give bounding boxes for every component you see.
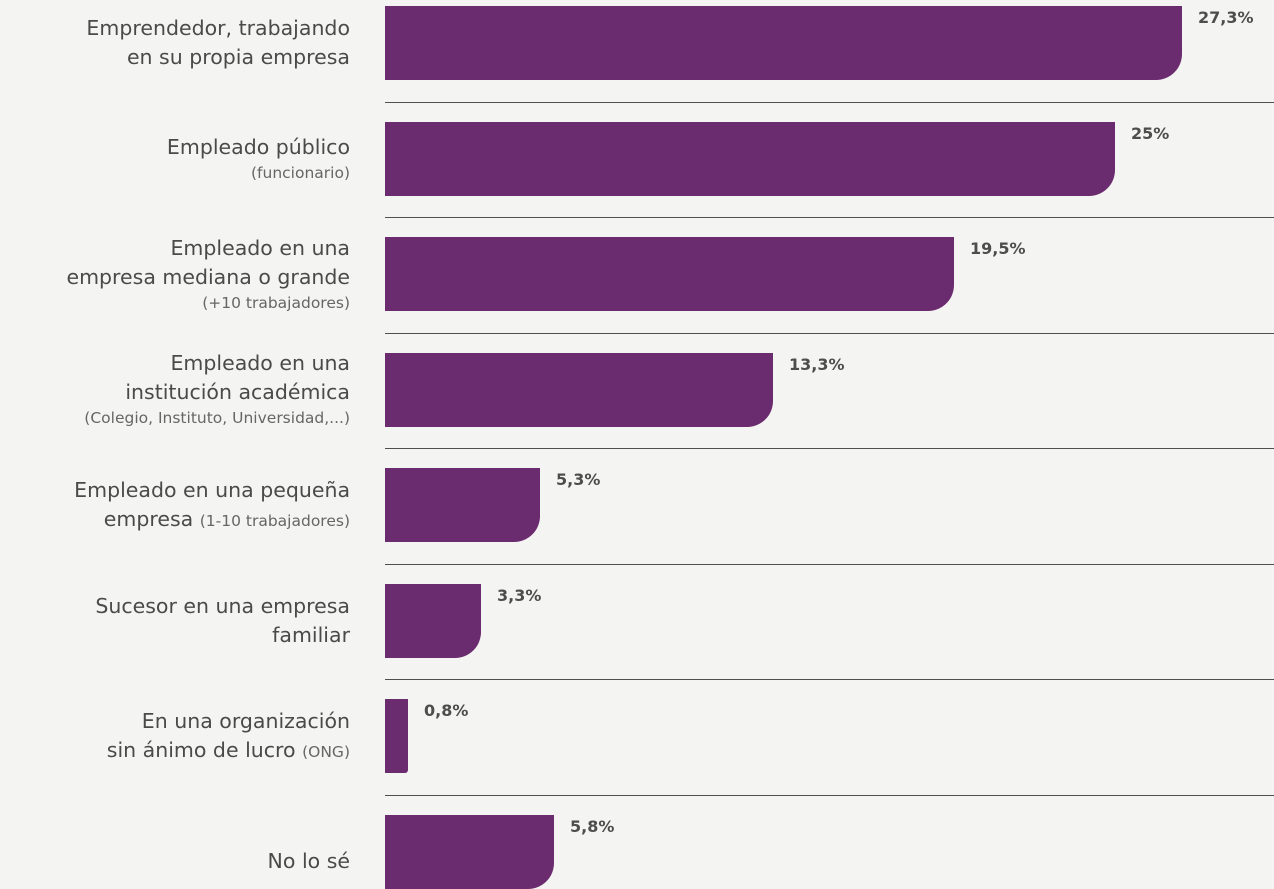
- category-label-line: sin ánimo de lucro (ONG): [106, 738, 350, 762]
- category-label-line: En una organización: [141, 709, 350, 733]
- row-divider: [385, 679, 1274, 680]
- category-label-line: Empleado en una: [170, 351, 350, 375]
- value-label: 5,8%: [570, 817, 615, 836]
- category-label-line: institución académica: [125, 380, 350, 404]
- category-label: Sucesor en una empresa familiar: [0, 592, 350, 650]
- category-label-line: empresa mediana o grande: [66, 265, 350, 289]
- bar: [385, 699, 408, 773]
- category-label: En una organización sin ánimo de lucro (O…: [0, 707, 350, 767]
- row-divider: [385, 102, 1274, 103]
- row-divider: [385, 564, 1274, 565]
- bar: [385, 122, 1115, 196]
- category-label-line: No lo sé: [267, 849, 350, 873]
- row-divider: [385, 333, 1274, 334]
- category-label-line: Empleado en una: [170, 236, 350, 260]
- category-label-line: Empleado en una pequeña: [74, 478, 350, 502]
- bar: [385, 815, 554, 889]
- category-label: Empleado en una empresa mediana o grande (…: [0, 234, 350, 315]
- category-label-line: en su propia empresa: [126, 45, 350, 69]
- category-label: Empleado público (funcionario): [0, 133, 350, 185]
- category-label: Empleado en una pequeña empresa (1-10 tra…: [0, 476, 350, 536]
- category-note: (Colegio, Instituto, Universidad,...): [84, 409, 350, 427]
- value-label: 5,3%: [556, 470, 601, 489]
- value-label: 3,3%: [497, 586, 542, 605]
- category-label-line: Empleado público: [166, 135, 350, 159]
- category-label: Empleado en una institución académica (Col…: [0, 349, 350, 430]
- bar: [385, 468, 540, 542]
- value-label: 13,3%: [789, 355, 845, 374]
- value-label: 0,8%: [424, 701, 469, 720]
- bar: [385, 353, 773, 427]
- category-note: (+10 trabajadores): [202, 294, 350, 312]
- row-divider: [385, 217, 1274, 218]
- category-note: (ONG): [302, 743, 350, 761]
- row-divider: [385, 448, 1274, 449]
- value-label: 25%: [1131, 124, 1170, 143]
- bar: [385, 237, 954, 311]
- bar: [385, 6, 1182, 80]
- value-label: 19,5%: [970, 239, 1026, 258]
- bar: [385, 584, 481, 658]
- row-divider: [385, 795, 1274, 796]
- category-label-line: Sucesor en una empresa: [95, 594, 350, 618]
- category-label-line: Emprendedor, trabajando: [86, 16, 350, 40]
- category-label: Emprendedor, trabajando en su propia empr…: [0, 14, 350, 72]
- category-label-line: empresa (1-10 trabajadores): [103, 507, 350, 531]
- category-note: (funcionario): [251, 164, 350, 182]
- category-label-line: familiar: [272, 623, 350, 647]
- category-label: No lo sé: [0, 847, 350, 876]
- value-label: 27,3%: [1198, 8, 1254, 27]
- category-note: (1-10 trabajadores): [199, 512, 350, 530]
